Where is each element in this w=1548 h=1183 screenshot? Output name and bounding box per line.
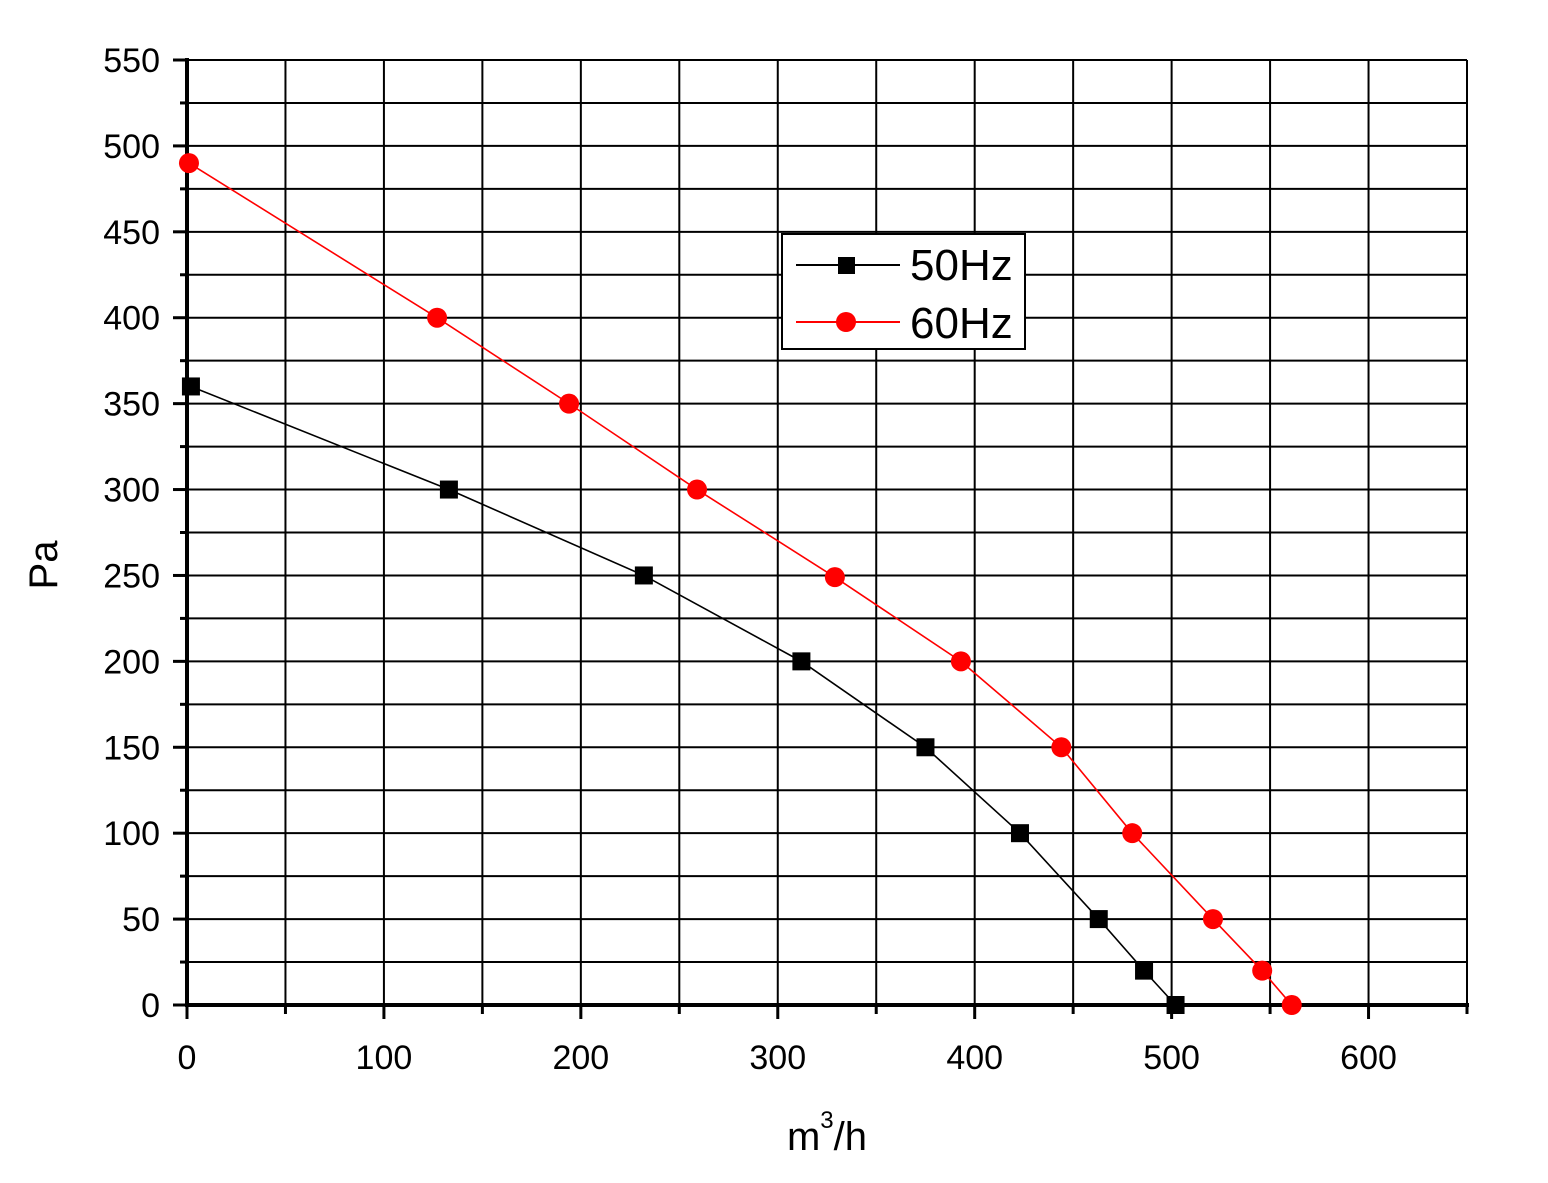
data-series [178,153,1302,1015]
grid-lines [187,59,1468,1005]
y-axis-title: Pa [22,540,66,590]
data-point-60Hz [1122,823,1143,844]
y-axis-tick-labels: 0 50 100 150 200 250 300 350 400 450 500 550 [103,42,160,1025]
x-tick-label: 500 [1143,1039,1200,1077]
data-point-60Hz [1051,737,1072,758]
x-axis-title-unit: m [787,1115,820,1159]
data-point-50Hz [792,652,811,671]
series-line-60Hz [188,162,1293,1006]
legend-box [781,233,1026,350]
legend-60hz-label: 60Hz [910,299,1013,348]
data-point-50Hz [916,738,935,757]
x-tick-label: 200 [552,1039,609,1077]
data-point-50Hz [1135,961,1154,980]
x-tick-label: 300 [749,1039,806,1077]
x-axis-title: m3/h [787,1107,867,1159]
y-tick-label: 400 [103,300,160,338]
y-tick-label: 250 [103,557,160,595]
legend: 50Hz 60Hz [781,233,1026,350]
data-point-60Hz [950,651,971,672]
y-tick-label: 550 [103,42,160,80]
data-point-60Hz [1281,995,1302,1015]
x-tick-label: 0 [178,1039,197,1077]
y-tick-label: 50 [122,901,160,939]
data-point-50Hz [1166,996,1185,1014]
data-point-60Hz [178,153,199,174]
data-point-60Hz [559,393,580,414]
data-point-50Hz [181,377,200,396]
legend-60hz-marker [836,312,856,332]
x-tick-label: 600 [1340,1039,1397,1077]
x-axis-title-superscript: 3 [820,1107,833,1134]
data-point-60Hz [1202,909,1223,930]
x-axis-title-suffix: /h [834,1115,867,1159]
y-tick-label: 100 [103,815,160,853]
data-point-50Hz [1010,824,1029,843]
y-tick-label: 0 [141,987,160,1025]
data-point-50Hz [439,480,458,499]
y-tick-label: 350 [103,386,160,424]
series-line-50Hz [190,385,1177,1006]
data-point-60Hz [427,307,448,328]
series-60Hz [178,153,1302,1015]
data-point-50Hz [634,566,653,585]
y-tick-label: 150 [103,729,160,767]
series-50Hz [181,377,1185,1014]
data-point-60Hz [824,567,845,588]
legend-50hz-label: 50Hz [910,241,1013,290]
y-tick-label: 450 [103,214,160,252]
x-axis-tick-labels: 0 100 200 300 400 500 600 [178,1039,1397,1077]
y-tick-label: 500 [103,128,160,166]
x-tick-label: 400 [946,1039,1003,1077]
data-point-50Hz [1089,910,1108,929]
axes [173,58,1469,1019]
legend-50hz-marker [838,257,855,274]
y-tick-label: 300 [103,472,160,510]
data-point-60Hz [1252,960,1273,981]
data-point-60Hz [687,479,708,500]
x-tick-label: 100 [356,1039,413,1077]
y-tick-label: 200 [103,643,160,681]
